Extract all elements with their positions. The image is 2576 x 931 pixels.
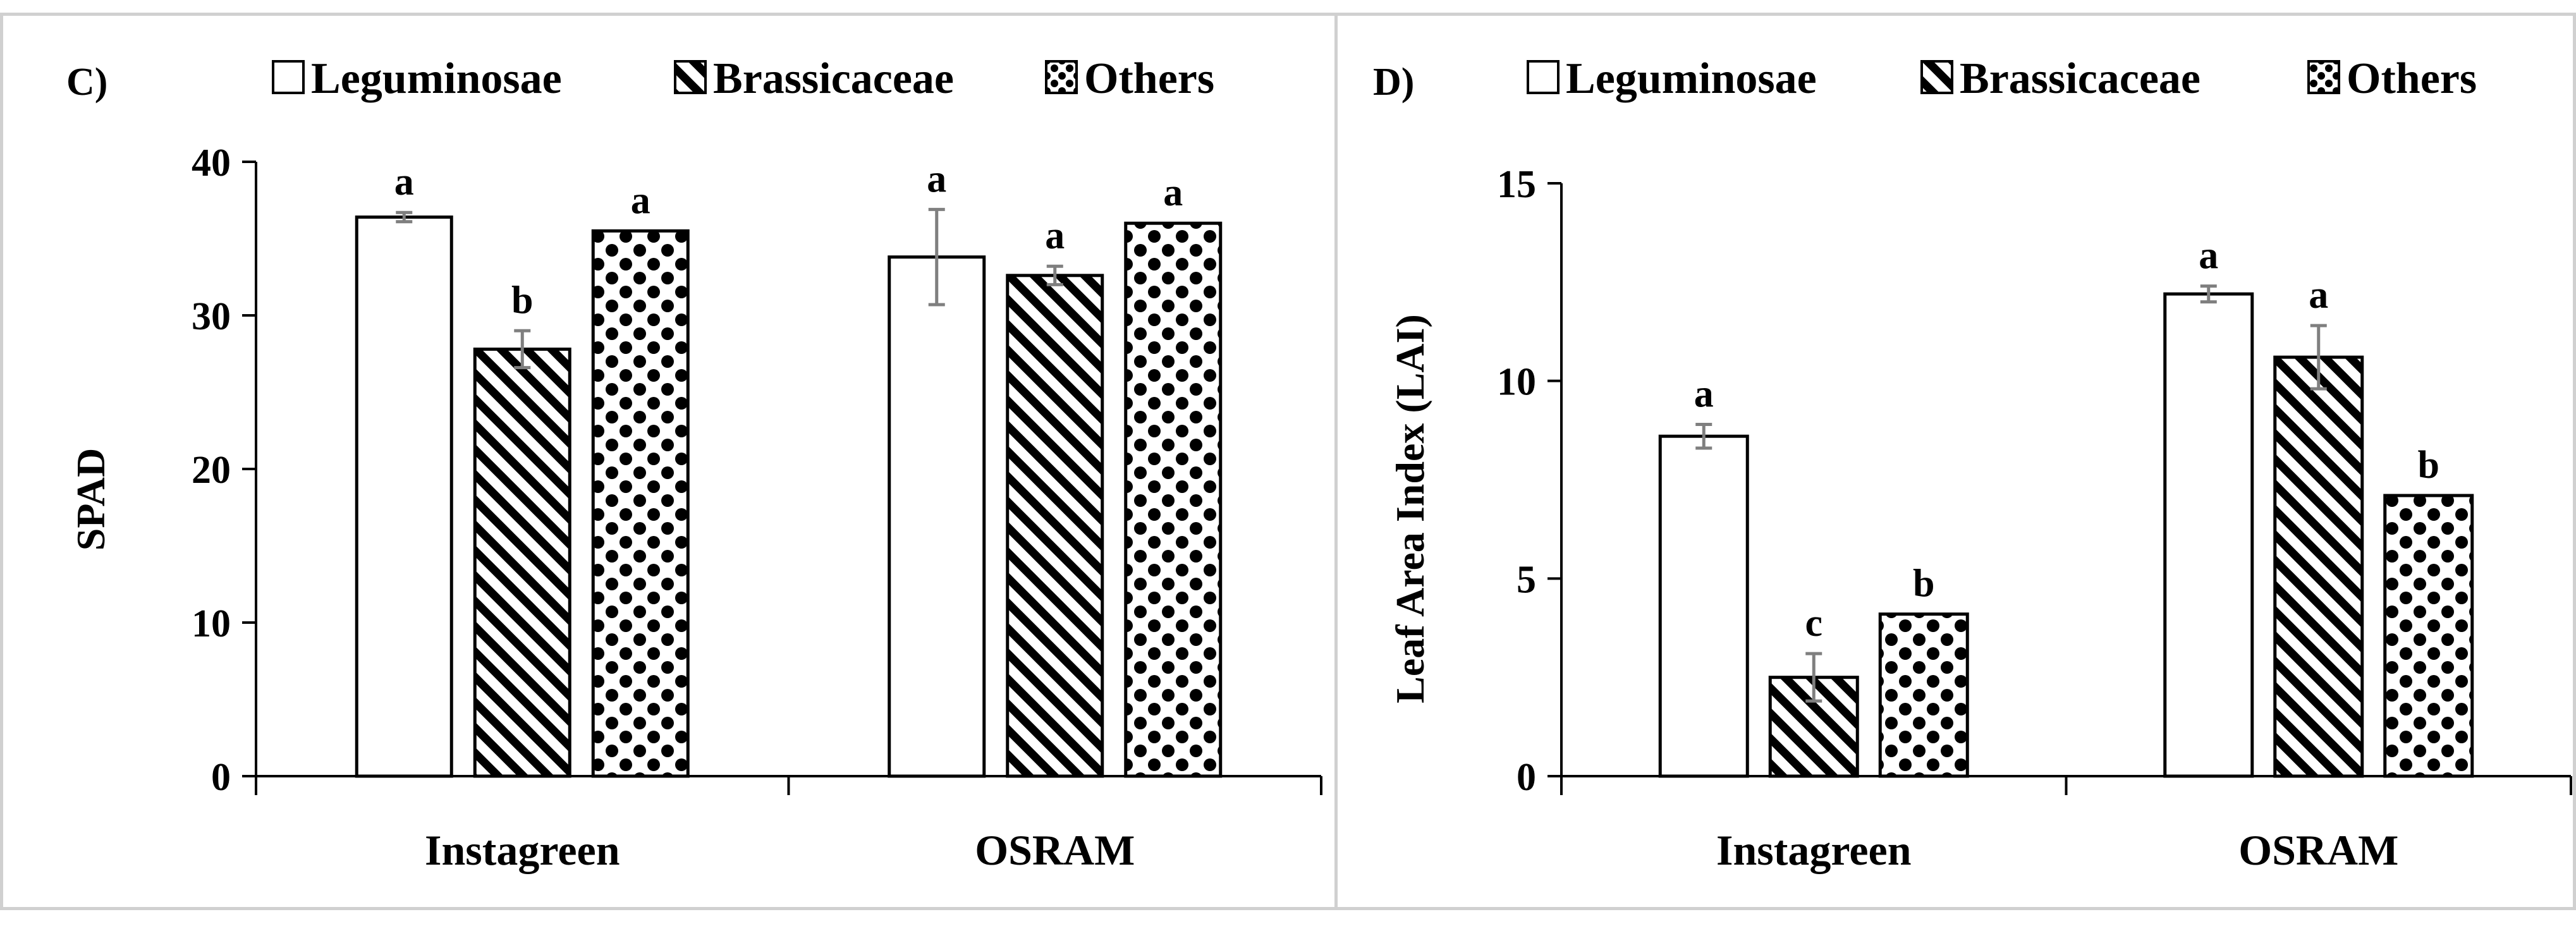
error-bar bbox=[1046, 264, 1063, 286]
error-bar bbox=[928, 207, 945, 307]
error-bar bbox=[2200, 284, 2217, 304]
error-bar bbox=[396, 210, 413, 224]
y-tick-label: 10 bbox=[1497, 361, 1536, 404]
significance-letter: a bbox=[394, 161, 414, 204]
bar-brassicaceae-osram bbox=[1006, 274, 1104, 778]
legend-label-others: Others bbox=[1084, 54, 1214, 103]
y-tick-label: 15 bbox=[1497, 163, 1536, 206]
legend: Leguminosae Brassicaceae Others bbox=[272, 54, 1214, 103]
bar-others-instagreen bbox=[1878, 612, 1969, 778]
significance-letter: a bbox=[1163, 171, 1183, 214]
bar-others-osram bbox=[1124, 221, 1223, 778]
panel-label-d: D) bbox=[1373, 61, 1414, 104]
legend: Leguminosae Brassicaceae Others bbox=[1527, 54, 2477, 103]
y-tick-label: 0 bbox=[1517, 756, 1536, 799]
significance-letter: c bbox=[1805, 602, 1822, 645]
y-tick-label: 0 bbox=[211, 756, 231, 799]
y-axis-label-c: SPAD bbox=[68, 448, 113, 551]
bar-others-osram bbox=[2383, 494, 2474, 778]
y-tick-label: 5 bbox=[1517, 558, 1536, 601]
y-tick-label: 10 bbox=[192, 602, 231, 645]
x-category-label-instagreen: Instagreen bbox=[1716, 826, 1912, 874]
y-tick-label: 20 bbox=[192, 449, 231, 492]
legend-label-leguminosae: Leguminosae bbox=[311, 54, 562, 103]
chart-panel-c: C) SPAD Leguminosae Brassicaceae Others 0 10… bbox=[66, 54, 1322, 874]
bar-leguminosae-osram bbox=[2163, 292, 2254, 778]
bar-brassicaceae-osram bbox=[2273, 355, 2364, 778]
legend-label-brassicaceae: Brassicaceae bbox=[713, 54, 954, 103]
bar-leguminosae-instagreen bbox=[355, 215, 453, 778]
x-category-label-osram: OSRAM bbox=[975, 826, 1135, 874]
chart-d-svg: D) Leaf Area Index (LAI) Leguminosae Bras… bbox=[1373, 54, 2572, 874]
bar-leguminosae-osram bbox=[888, 255, 986, 778]
significance-letter: a bbox=[1694, 372, 1714, 415]
x-category-label-instagreen: Instagreen bbox=[425, 826, 620, 874]
error-bar bbox=[514, 329, 531, 370]
significance-letter: b bbox=[2418, 444, 2439, 487]
significance-letter: a bbox=[2309, 274, 2328, 317]
y-tick-label: 40 bbox=[192, 142, 231, 185]
error-bar bbox=[1695, 422, 1712, 450]
significance-letter: a bbox=[1045, 214, 1065, 257]
x-category-label-osram: OSRAM bbox=[2238, 826, 2398, 874]
legend-swatch-brassicaceae bbox=[674, 60, 707, 94]
significance-letter: a bbox=[2199, 234, 2218, 277]
chart-c-svg: C) SPAD Leguminosae Brassicaceae Others 0 10… bbox=[66, 54, 1322, 874]
panel-label-c: C) bbox=[66, 61, 107, 104]
legend-label-brassicaceae: Brassicaceae bbox=[1960, 54, 2201, 103]
significance-letter: a bbox=[927, 157, 946, 200]
error-bar bbox=[2310, 324, 2327, 391]
bar-leguminosae-instagreen bbox=[1658, 434, 1749, 778]
legend-label-others: Others bbox=[2347, 54, 2477, 103]
legend-swatch-brassicaceae bbox=[1920, 60, 1953, 94]
significance-letter: a bbox=[631, 179, 650, 222]
significance-letter: b bbox=[1913, 563, 1934, 605]
legend-label-leguminosae: Leguminosae bbox=[1566, 54, 1817, 103]
y-tick-label: 30 bbox=[192, 295, 231, 338]
legend-swatch-others bbox=[2307, 60, 2340, 94]
legend-swatch-leguminosae bbox=[272, 60, 305, 94]
bar-brassicaceae-instagreen bbox=[473, 347, 571, 778]
legend-swatch-others bbox=[1045, 60, 1078, 94]
y-axis-label-d: Leaf Area Index (LAI) bbox=[1388, 314, 1432, 703]
bar-others-instagreen bbox=[591, 229, 690, 778]
error-bar bbox=[1805, 652, 1822, 703]
significance-letter: b bbox=[511, 279, 533, 322]
legend-swatch-leguminosae bbox=[1527, 60, 1560, 94]
chart-panel-d: D) Leaf Area Index (LAI) Leguminosae Bras… bbox=[1335, 0, 2576, 931]
